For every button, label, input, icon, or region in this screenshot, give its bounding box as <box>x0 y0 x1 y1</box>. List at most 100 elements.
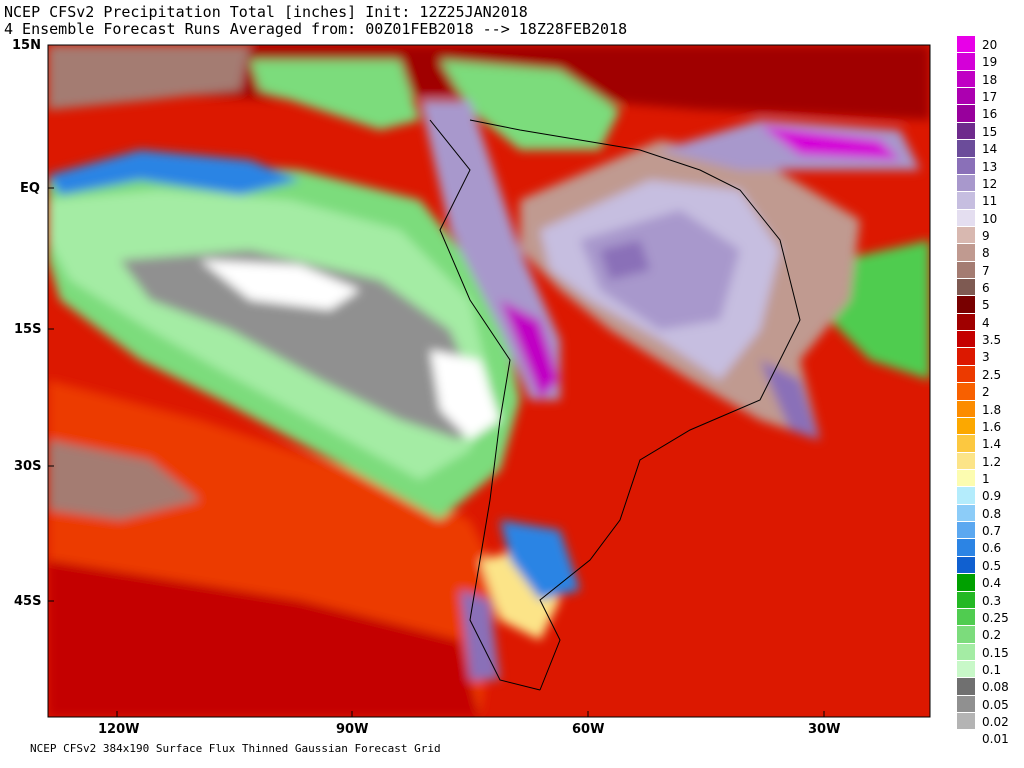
legend-label: 0.1 <box>982 662 1002 677</box>
legend-item: 11 <box>957 192 1017 210</box>
legend-swatch <box>957 140 975 158</box>
legend-swatch <box>957 209 975 227</box>
legend-item: 15 <box>957 122 1017 141</box>
field-central-america-green <box>250 60 420 130</box>
grid-footer-text: NCEP CFSv2 384x190 Surface Flux Thinned … <box>30 742 441 755</box>
legend-item: 0.5 <box>957 556 1017 575</box>
legend-label: 18 <box>982 72 998 87</box>
legend-item: 0.8 <box>957 504 1017 523</box>
lat-label-30s: 30S <box>14 459 42 474</box>
field-patagonia-blue <box>500 520 580 600</box>
legend-swatch <box>957 88 975 106</box>
legend-swatch <box>957 122 975 141</box>
legend-label: 1.2 <box>982 454 1002 469</box>
legend-swatch <box>957 504 975 523</box>
chart-title-line2: 4 Ensemble Forecast Runs Averaged from: … <box>4 20 628 38</box>
legend-swatch <box>957 730 975 748</box>
legend-label: 0.8 <box>982 506 1002 521</box>
legend-item: 0.4 <box>957 574 1017 592</box>
map-field <box>48 45 930 717</box>
legend-swatch <box>957 192 975 210</box>
legend-label: 0.25 <box>982 610 1009 625</box>
legend-swatch <box>957 643 975 661</box>
legend-item: 10 <box>957 209 1017 227</box>
legend-swatch <box>957 470 975 488</box>
legend-swatch <box>957 539 975 557</box>
field-amazon-purple <box>580 210 740 330</box>
legend-swatch <box>957 70 975 89</box>
legend-swatch <box>957 261 975 280</box>
legend-label: 0.4 <box>982 576 1002 591</box>
legend-item: 14 <box>957 140 1017 158</box>
legend-swatch <box>957 36 975 54</box>
map-frame <box>47 44 931 718</box>
legend-swatch <box>957 279 975 297</box>
legend-swatch <box>957 400 975 418</box>
legend-swatch <box>957 331 975 349</box>
legend-label: 1.8 <box>982 402 1002 417</box>
legend-item: 0.2 <box>957 626 1017 644</box>
legend-label: 2 <box>982 385 990 400</box>
legend-item: 1.4 <box>957 435 1017 453</box>
legend-item: 5 <box>957 296 1017 314</box>
field-andes-magenta <box>500 300 560 400</box>
legend-swatch <box>957 417 975 436</box>
legend-swatch <box>957 695 975 714</box>
field-patagonia-purple <box>460 590 500 680</box>
coastline <box>429 119 801 691</box>
legend-label: 19 <box>982 55 998 70</box>
legend-label: 0.01 <box>982 732 1009 747</box>
legend-swatch <box>957 574 975 592</box>
legend-swatch <box>957 660 975 679</box>
legend-item: 8 <box>957 244 1017 262</box>
legend-label: 15 <box>982 124 998 139</box>
legend-label: 2.5 <box>982 367 1002 382</box>
legend-item: 0.02 <box>957 713 1017 731</box>
lat-label-eq: EQ <box>20 181 40 196</box>
legend-swatch <box>957 435 975 453</box>
field-amazon-core <box>600 240 650 280</box>
legend-swatch <box>957 348 975 366</box>
legend-item: 1.8 <box>957 400 1017 418</box>
legend-label: 0.3 <box>982 593 1002 608</box>
legend-swatch <box>957 678 975 696</box>
legend-label: 13 <box>982 159 998 174</box>
legend-item: 1 <box>957 470 1017 488</box>
legend-item: 4 <box>957 313 1017 332</box>
legend-label: 0.2 <box>982 628 1002 643</box>
legend-item: 0.15 <box>957 643 1017 661</box>
legend-swatch <box>957 226 975 245</box>
legend-item: 0.3 <box>957 591 1017 609</box>
legend-label: 0.05 <box>982 697 1009 712</box>
legend-label: 7 <box>982 263 990 278</box>
legend-item: 0.25 <box>957 608 1017 627</box>
field-south-red <box>48 560 480 717</box>
legend-label: 1.6 <box>982 419 1002 434</box>
legend-label: 3.5 <box>982 333 1002 348</box>
legend-item: 12 <box>957 174 1017 193</box>
legend-swatch <box>957 383 975 401</box>
lon-label-30w: 30W <box>808 722 841 737</box>
legend-item: 2.5 <box>957 365 1017 384</box>
legend-label: 17 <box>982 90 998 105</box>
legend-swatch <box>957 487 975 505</box>
legend-item: 1.6 <box>957 417 1017 436</box>
legend-swatch <box>957 608 975 627</box>
legend-label: 3 <box>982 350 990 365</box>
legend-label: 1.4 <box>982 437 1002 452</box>
legend-swatch <box>957 713 975 731</box>
legend-label: 4 <box>982 315 990 330</box>
legend-item: 0.9 <box>957 487 1017 505</box>
legend-swatch <box>957 296 975 314</box>
lat-label-15n: 15N <box>12 38 41 53</box>
legend-item: 7 <box>957 261 1017 280</box>
legend-item: 3 <box>957 348 1017 366</box>
legend-swatch <box>957 452 975 470</box>
lon-label-90w: 90W <box>336 722 369 737</box>
legend-swatch <box>957 522 975 540</box>
field-sacz-purple <box>760 360 820 440</box>
legend-item: 16 <box>957 105 1017 123</box>
lat-label-45s: 45S <box>14 594 42 609</box>
lon-label-120w: 120W <box>98 722 140 737</box>
